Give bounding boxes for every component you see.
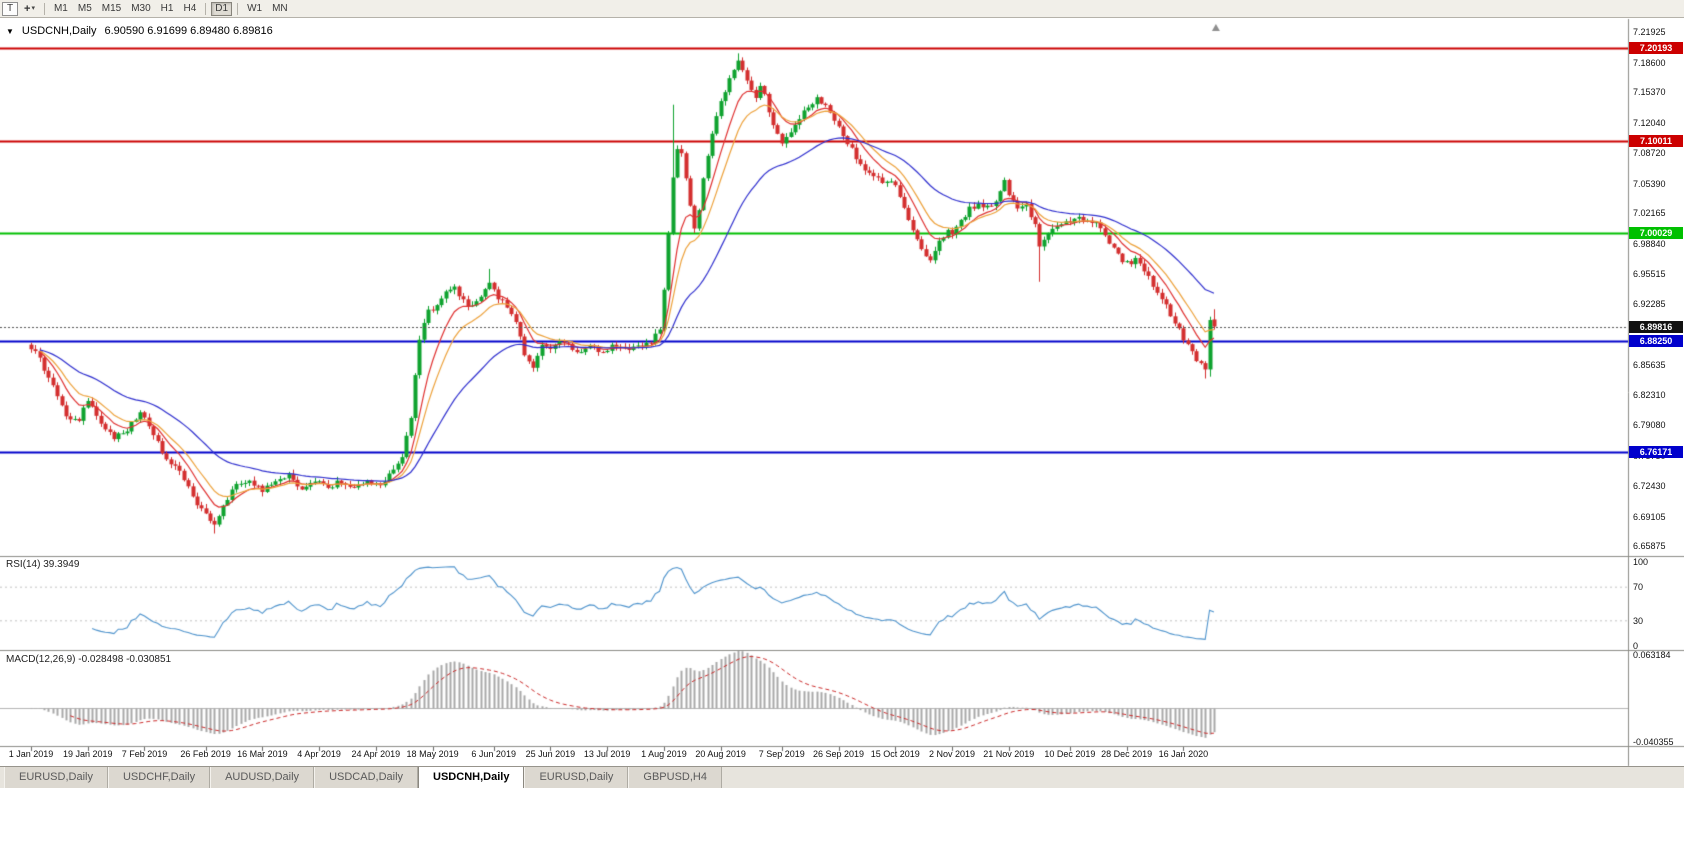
timeframe-m15[interactable]: M15 [101, 2, 122, 14]
timeframe-h1[interactable]: H1 [160, 2, 174, 14]
timeframe-h4[interactable]: H4 [183, 2, 197, 14]
tab-usdcnh-daily[interactable]: USDCNH,Daily [418, 767, 525, 788]
toolbar-separator [43, 2, 45, 15]
toolbar-separator [205, 2, 207, 15]
tab-eurusd-daily[interactable]: EURUSD,Daily [4, 767, 108, 788]
timeframe-mn[interactable]: MN [272, 2, 288, 14]
dropdown-caret-icon: ▾ [31, 4, 35, 12]
timeframe-d1[interactable]: D1 [211, 1, 233, 16]
timeframe-m5[interactable]: M5 [77, 2, 92, 14]
cursor-tool-button[interactable]: + ▾ [20, 2, 39, 16]
top-toolbar: T + ▾ M1 M5 M15 M30 H1 H4 D1 W1 MN [0, 0, 1684, 18]
chart-tab-bar: EURUSD,Daily USDCHF,Daily AUDUSD,Daily USDC… [0, 766, 1684, 788]
tab-usdchf-daily[interactable]: USDCHF,Daily [107, 767, 211, 788]
crosshair-icon: + [24, 2, 31, 15]
timeframe-group: M1 M5 M15 M30 H1 H4 D1 W1 MN [50, 1, 292, 16]
tab-eurusd-daily[interactable]: EURUSD,Daily [524, 767, 629, 788]
text-tool-button[interactable]: T [2, 1, 18, 16]
tab-gbpusd-h4[interactable]: GBPUSD,H4 [628, 767, 722, 788]
timeframe-m30[interactable]: M30 [131, 2, 151, 14]
tab-usdcad-daily[interactable]: USDCAD,Daily [314, 767, 419, 788]
toolbar-separator [237, 2, 239, 15]
timeframe-m1[interactable]: M1 [53, 2, 68, 14]
timeframe-w1[interactable]: W1 [247, 2, 263, 14]
tab-audusd-daily[interactable]: AUDUSD,Daily [210, 767, 315, 788]
